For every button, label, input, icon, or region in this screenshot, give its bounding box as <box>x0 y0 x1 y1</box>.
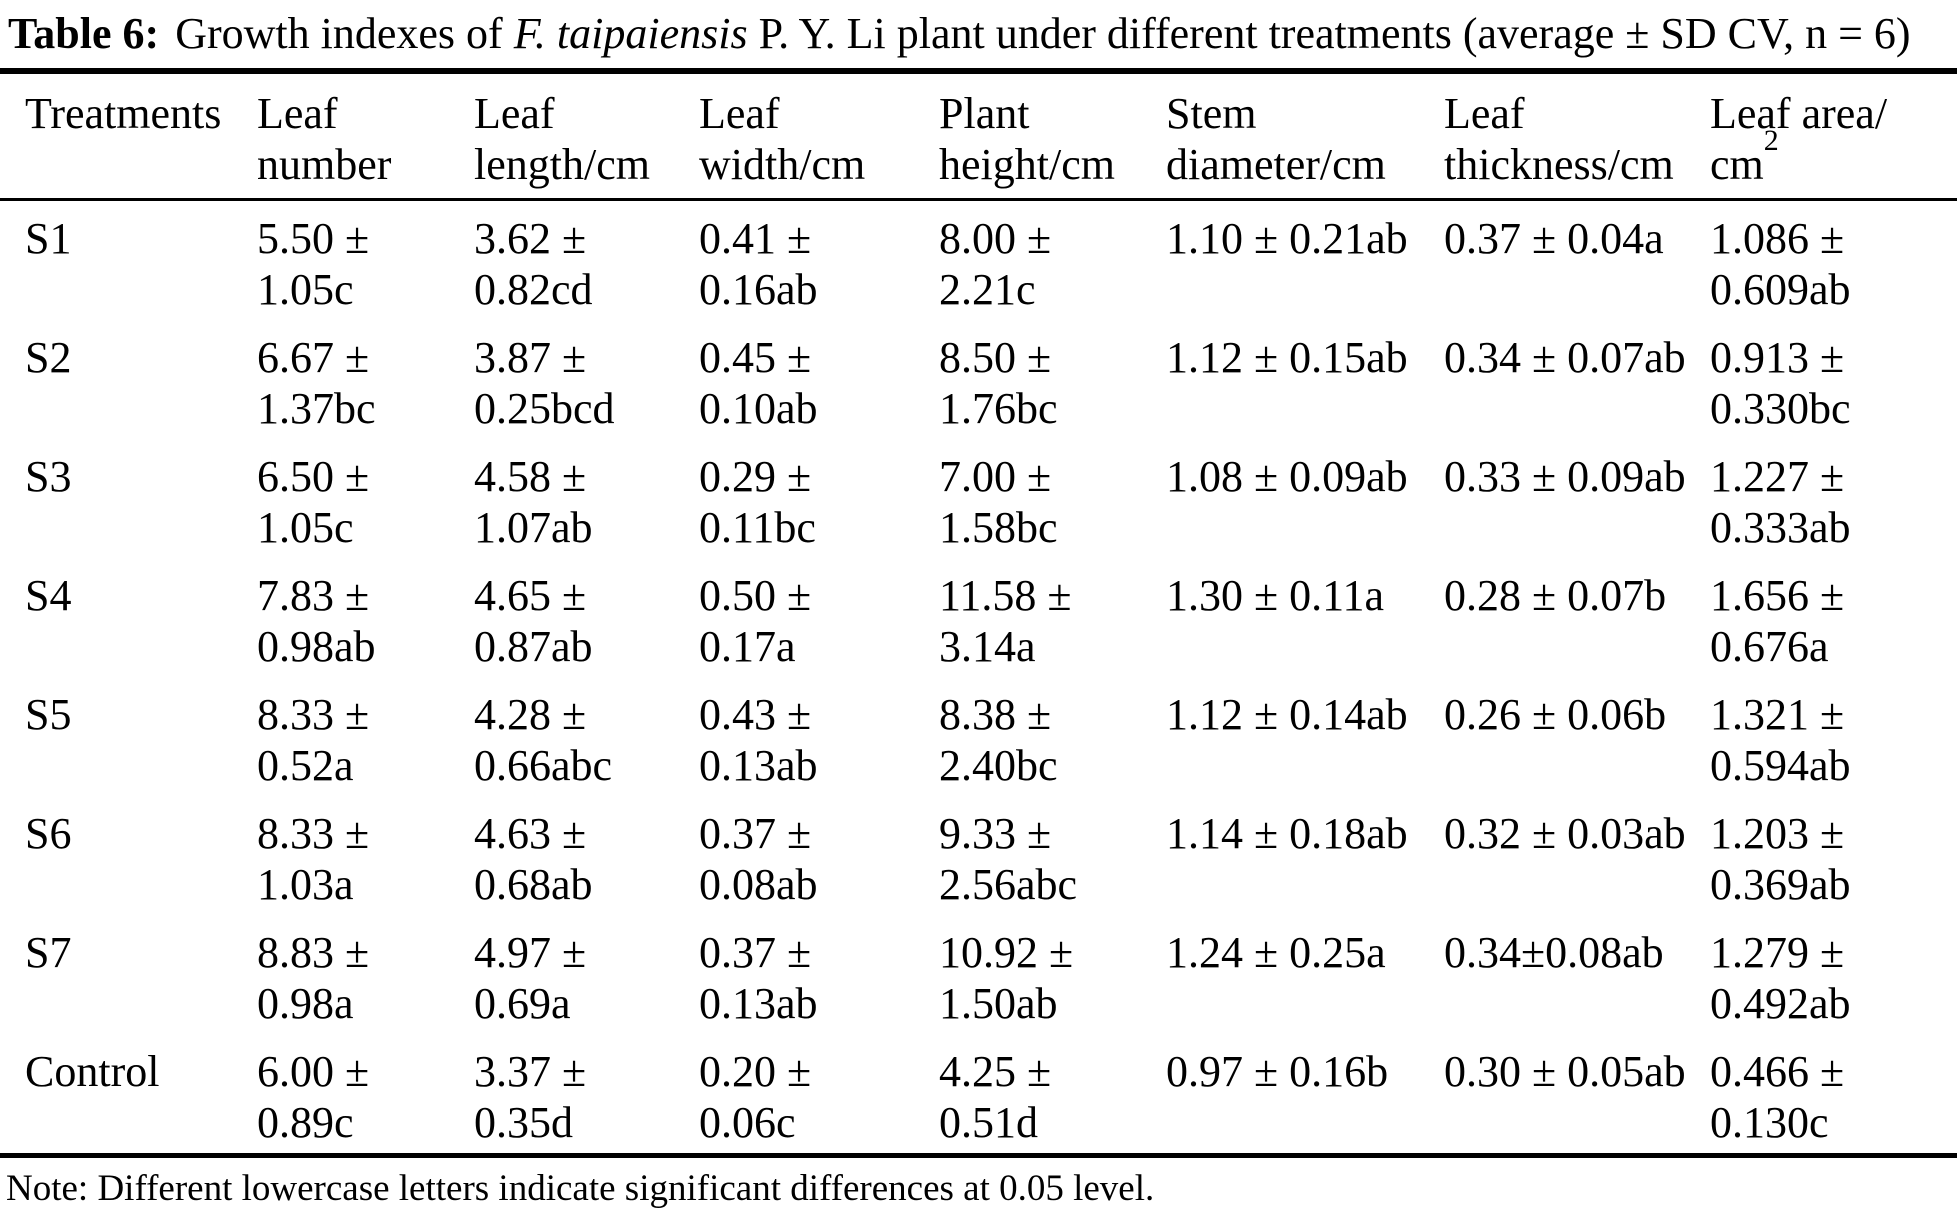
table-footnote: Note: Different lowercase letters indica… <box>6 1168 1155 1209</box>
cell-leaf-area: 1.279 ± 0.492ab <box>1710 928 1851 1028</box>
cell-leaf-area: 0.913 ± 0.330bc <box>1710 333 1851 433</box>
cell-stem-diameter: 1.30 ± 0.11a <box>1166 571 1385 620</box>
cell-leaf-number: 8.33 ± 1.03a <box>257 809 370 909</box>
cell-leaf-area: 0.466 ± 0.130c <box>1710 1047 1845 1147</box>
cell-leaf-width: 0.20 ± 0.06c <box>699 1047 812 1147</box>
cell-plant-height: 9.33 ± 2.56abc <box>939 809 1078 909</box>
species-name: F. taipaiensis <box>513 9 748 58</box>
cell-stem-diameter: 1.12 ± 0.15ab <box>1166 333 1408 382</box>
cell-leaf-length: 3.87 ± 0.25bcd <box>474 333 615 433</box>
cell-leaf-width: 0.37 ± 0.08ab <box>699 809 818 909</box>
cell-leaf-number: 7.83 ± 0.98ab <box>257 571 376 671</box>
table-caption-text-after: P. Y. Li plant under different treatment… <box>747 9 1911 58</box>
col-header-leaf-thickness: Leaf thickness/cm <box>1444 74 1710 201</box>
table-caption-text-before: Growth indexes of <box>175 9 514 58</box>
cell-leaf-thickness: 0.34±0.08ab <box>1444 928 1664 977</box>
col-header-treatments: Treatments <box>0 74 257 201</box>
table-caption-label: Table 6: <box>8 9 160 58</box>
cell-leaf-thickness: 0.26 ± 0.06b <box>1444 690 1667 739</box>
cell-stem-diameter: 1.14 ± 0.18ab <box>1166 809 1408 858</box>
cell-leaf-thickness: 0.33 ± 0.09ab <box>1444 452 1686 501</box>
treatment-cell: S6 <box>25 809 72 858</box>
cell-leaf-number: 6.67 ± 1.37bc <box>257 333 376 433</box>
top-rule <box>0 68 1957 74</box>
treatment-cell: S5 <box>25 690 72 739</box>
cell-leaf-number: 6.50 ± 1.05c <box>257 452 370 552</box>
cell-leaf-thickness: 0.30 ± 0.05ab <box>1444 1047 1686 1096</box>
cell-leaf-area: 1.086 ± 0.609ab <box>1710 214 1851 314</box>
cell-leaf-area: 1.656 ± 0.676a <box>1710 571 1845 671</box>
leaf-area-line1: Leaf area/ <box>1710 89 1888 138</box>
cell-leaf-length: 4.65 ± 0.87ab <box>474 571 593 671</box>
table-body: S1 5.50 ± 1.05c 3.62 ± 0.82cd 0.41 ± 0.1… <box>0 200 1957 1156</box>
cell-plant-height: 10.92 ± 1.50ab <box>939 928 1074 1028</box>
cell-plant-height: 8.38 ± 2.40bc <box>939 690 1058 790</box>
leaf-area-unit: cm <box>1710 140 1764 189</box>
cell-plant-height: 4.25 ± 0.51d <box>939 1047 1052 1147</box>
growth-indexes-table: Treatments Leaf number Leaf length/cm Le… <box>0 74 1957 1158</box>
cell-stem-diameter: 0.97 ± 0.16b <box>1166 1047 1389 1096</box>
cell-stem-diameter: 1.08 ± 0.09ab <box>1166 452 1408 501</box>
cell-stem-diameter: 1.24 ± 0.25a <box>1166 928 1386 977</box>
cell-plant-height: 8.50 ± 1.76bc <box>939 333 1058 433</box>
cell-leaf-length: 3.37 ± 0.35d <box>474 1047 587 1147</box>
col-header-stem-diameter: Stem diameter/cm <box>1166 74 1444 201</box>
cell-leaf-length: 4.97 ± 0.69a <box>474 928 587 1028</box>
cell-stem-diameter: 1.12 ± 0.14ab <box>1166 690 1408 739</box>
treatment-cell: S2 <box>25 333 72 382</box>
cell-plant-height: 8.00 ± 2.21c <box>939 214 1052 314</box>
col-header-leaf-length: Leaf length/cm <box>474 74 699 201</box>
row-s7: S7 8.83 ± 0.98a 4.97 ± 0.69a 0.37 ± 0.13… <box>0 915 1957 1034</box>
cell-leaf-length: 4.28 ± 0.66abc <box>474 690 613 790</box>
col-header-leaf-number: Leaf number <box>257 74 474 201</box>
cell-leaf-thickness: 0.32 ± 0.03ab <box>1444 809 1686 858</box>
cell-leaf-number: 8.33 ± 0.52a <box>257 690 370 790</box>
treatment-cell: Control <box>25 1047 160 1096</box>
row-s5: S5 8.33 ± 0.52a 4.28 ± 0.66abc 0.43 ± 0.… <box>0 677 1957 796</box>
table-caption: Table 6: Growth indexes of F. taipaiensis… <box>0 0 1957 59</box>
col-header-leaf-area: Leaf area/cm2 <box>1710 74 1957 201</box>
cell-leaf-thickness: 0.34 ± 0.07ab <box>1444 333 1686 382</box>
row-s1: S1 5.50 ± 1.05c 3.62 ± 0.82cd 0.41 ± 0.1… <box>0 200 1957 321</box>
cell-plant-height: 7.00 ± 1.58bc <box>939 452 1058 552</box>
row-s6: S6 8.33 ± 1.03a 4.63 ± 0.68ab 0.37 ± 0.0… <box>0 796 1957 915</box>
cell-leaf-length: 4.58 ± 1.07ab <box>474 452 593 552</box>
row-s2: S2 6.67 ± 1.37bc 3.87 ± 0.25bcd 0.45 ± 0… <box>0 320 1957 439</box>
cell-leaf-width: 0.29 ± 0.11bc <box>699 452 816 552</box>
cell-leaf-thickness: 0.37 ± 0.04a <box>1444 214 1664 263</box>
cell-leaf-length: 3.62 ± 0.82cd <box>474 214 593 314</box>
cell-leaf-area: 1.203 ± 0.369ab <box>1710 809 1851 909</box>
cell-leaf-area: 1.321 ± 0.594ab <box>1710 690 1851 790</box>
treatment-cell: S3 <box>25 452 72 501</box>
cell-leaf-width: 0.37 ± 0.13ab <box>699 928 818 1028</box>
row-s3: S3 6.50 ± 1.05c 4.58 ± 1.07ab 0.29 ± 0.1… <box>0 439 1957 558</box>
cell-stem-diameter: 1.10 ± 0.21ab <box>1166 214 1408 263</box>
cell-leaf-width: 0.45 ± 0.10ab <box>699 333 818 433</box>
table-header-row: Treatments Leaf number Leaf length/cm Le… <box>0 74 1957 201</box>
cell-leaf-width: 0.41 ± 0.16ab <box>699 214 818 314</box>
leaf-area-superscript: 2 <box>1763 123 1779 157</box>
cell-leaf-width: 0.43 ± 0.13ab <box>699 690 818 790</box>
cell-leaf-thickness: 0.28 ± 0.07b <box>1444 571 1667 620</box>
cell-leaf-number: 8.83 ± 0.98a <box>257 928 370 1028</box>
treatment-cell: S7 <box>25 928 72 977</box>
cell-leaf-number: 5.50 ± 1.05c <box>257 214 370 314</box>
cell-leaf-length: 4.63 ± 0.68ab <box>474 809 593 909</box>
col-header-leaf-width: Leaf width/cm <box>699 74 939 201</box>
row-s4: S4 7.83 ± 0.98ab 4.65 ± 0.87ab 0.50 ± 0.… <box>0 558 1957 677</box>
row-control: Control 6.00 ± 0.89c 3.37 ± 0.35d 0.20 ±… <box>0 1034 1957 1156</box>
cell-leaf-width: 0.50 ± 0.17a <box>699 571 812 671</box>
treatment-cell: S1 <box>25 214 72 263</box>
cell-leaf-number: 6.00 ± 0.89c <box>257 1047 370 1147</box>
col-header-plant-height: Plant height/cm <box>939 74 1166 201</box>
cell-leaf-area: 1.227 ± 0.333ab <box>1710 452 1851 552</box>
cell-plant-height: 11.58 ± 3.14a <box>939 571 1072 671</box>
treatment-cell: S4 <box>25 571 72 620</box>
